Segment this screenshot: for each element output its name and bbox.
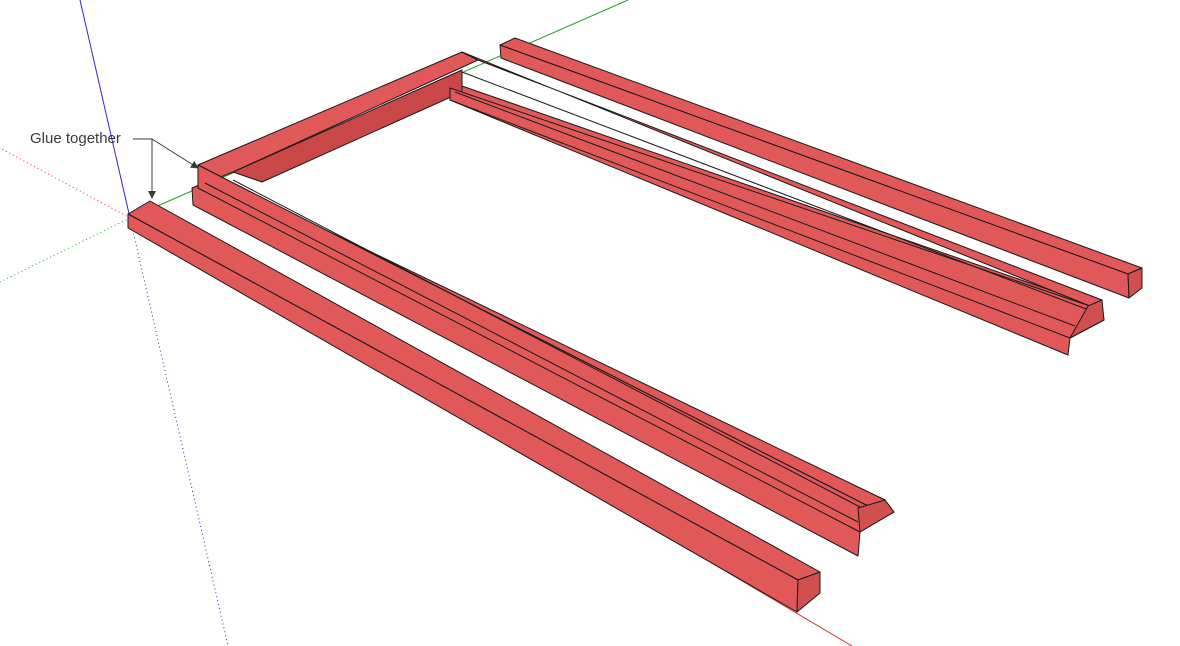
loose-rail-front[interactable] xyxy=(127,200,821,613)
glue-annotation[interactable]: Glue together xyxy=(30,130,199,199)
frame-front-arm-ridge xyxy=(204,182,859,523)
green-axis-negative xyxy=(0,217,131,283)
frame-front-arm-end xyxy=(857,499,895,533)
rail-back-side-face xyxy=(499,44,1130,299)
loose-rail-back[interactable] xyxy=(499,37,1143,299)
rail-front-end-face xyxy=(796,571,821,613)
frame-back-arm-groove xyxy=(461,71,1095,313)
blue-axis-positive xyxy=(79,0,131,219)
frame-back-arm-side xyxy=(449,87,1091,339)
rail-back-end-face xyxy=(1127,267,1143,299)
red-axis-negative xyxy=(0,147,131,219)
annotation-leader-line xyxy=(133,138,156,199)
glued-frame[interactable] xyxy=(191,51,1105,557)
frame-top-bar-top xyxy=(197,51,479,179)
annotation-leader-arrow xyxy=(151,138,199,169)
frame-back-arm-top xyxy=(461,51,1103,307)
frame-back-arm-ridge xyxy=(454,91,1076,327)
annotation-label: Glue together xyxy=(30,130,121,147)
frame-back-arm-end xyxy=(1069,299,1105,339)
frame-top-bar-inner-wall xyxy=(232,69,463,183)
rail-front-top-face xyxy=(127,200,821,581)
frame-front-arm-groove xyxy=(232,179,863,509)
blue-axis-negative xyxy=(129,217,229,646)
